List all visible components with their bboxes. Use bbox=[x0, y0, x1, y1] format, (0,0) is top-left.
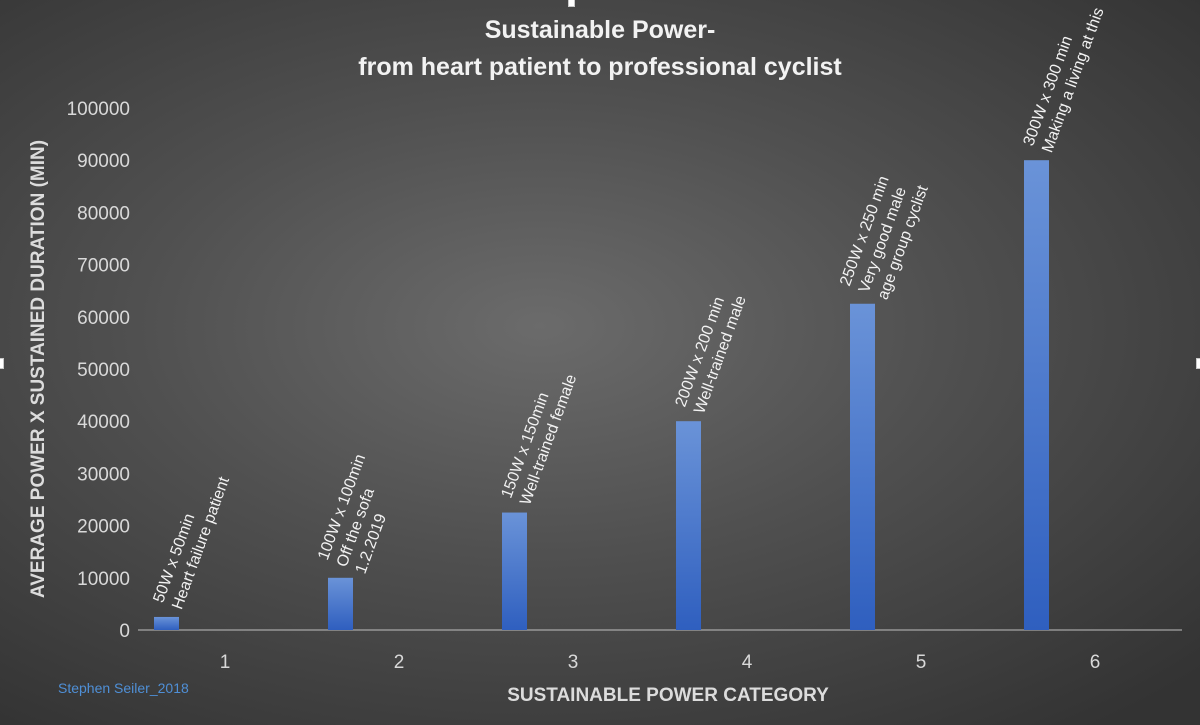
y-tick-label: 10000 bbox=[77, 569, 130, 590]
x-tick-label: 1 bbox=[220, 652, 231, 673]
resize-handle-right[interactable] bbox=[1196, 358, 1200, 369]
y-tick-label: 0 bbox=[119, 621, 130, 642]
x-tick-label: 4 bbox=[742, 652, 753, 673]
x-tick-label: 6 bbox=[1090, 652, 1101, 673]
chart-title-line-1: Sustainable Power- bbox=[485, 16, 716, 44]
chart-title-line-2: from heart patient to professional cycli… bbox=[358, 53, 842, 81]
y-tick-label: 80000 bbox=[77, 203, 130, 224]
y-tick-label: 20000 bbox=[77, 517, 130, 538]
x-tick-label: 3 bbox=[568, 652, 579, 673]
bar bbox=[1024, 160, 1049, 630]
bar bbox=[328, 577, 353, 630]
y-tick-label: 100000 bbox=[67, 99, 130, 120]
y-tick-label: 60000 bbox=[77, 308, 130, 329]
resize-handle-left[interactable] bbox=[0, 358, 4, 369]
bar bbox=[850, 303, 875, 630]
x-tick-label: 2 bbox=[394, 652, 405, 673]
bar bbox=[154, 616, 179, 630]
x-axis-title: SUSTAINABLE POWER CATEGORY bbox=[507, 685, 829, 706]
y-tick-label: 50000 bbox=[77, 360, 130, 381]
y-tick-label: 90000 bbox=[77, 151, 130, 172]
y-tick-label: 70000 bbox=[77, 256, 130, 277]
bar bbox=[502, 512, 527, 630]
x-tick-label: 5 bbox=[916, 652, 927, 673]
y-axis-title: AVERAGE POWER X SUSTAINED DURATION (MIN) bbox=[28, 140, 49, 598]
author-credit: Stephen Seiler_2018 bbox=[58, 680, 189, 696]
bar bbox=[676, 421, 701, 630]
y-tick-label: 30000 bbox=[77, 464, 130, 485]
y-tick-label: 40000 bbox=[77, 412, 130, 433]
resize-handle-top[interactable] bbox=[568, 0, 575, 7]
